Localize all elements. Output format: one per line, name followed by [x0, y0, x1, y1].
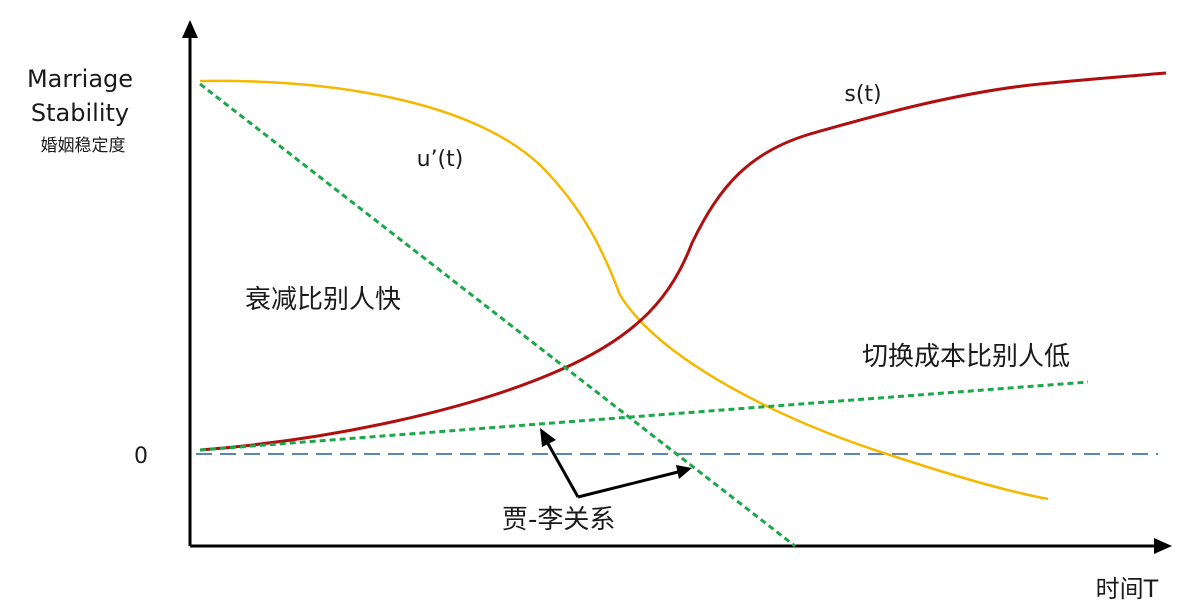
x-axis-label: 时间T [1096, 575, 1159, 603]
u-prime-curve [199, 79, 1049, 501]
u-prime-curve-label: u’(t) [417, 147, 464, 172]
y-axis-label-line1: Marriage [27, 65, 133, 93]
y-axis-label-line3: 婚姻稳定度 [41, 136, 126, 156]
arrow-head-icon [676, 465, 692, 479]
s-curve [199, 71, 1167, 452]
zero-label: 0 [134, 444, 148, 469]
fast-decay-line [199, 82, 796, 548]
y-axis-label-line2: Stability [31, 99, 129, 127]
becker-lee-arrow-left [544, 439, 580, 498]
s-curve-label: s(t) [844, 82, 881, 107]
becker-lee-label: 贾-李关系 [502, 505, 615, 535]
becker-lee-arrow-right [577, 470, 679, 499]
low-switch-cost-line [199, 380, 1089, 452]
arrow-up-icon [182, 20, 198, 38]
arrow-right-icon [1154, 538, 1172, 554]
low-switch-cost-label: 切换成本比别人低 [862, 342, 1070, 372]
arrow-head-icon [540, 428, 556, 447]
fast-decay-label: 衰减比别人快 [245, 285, 401, 315]
